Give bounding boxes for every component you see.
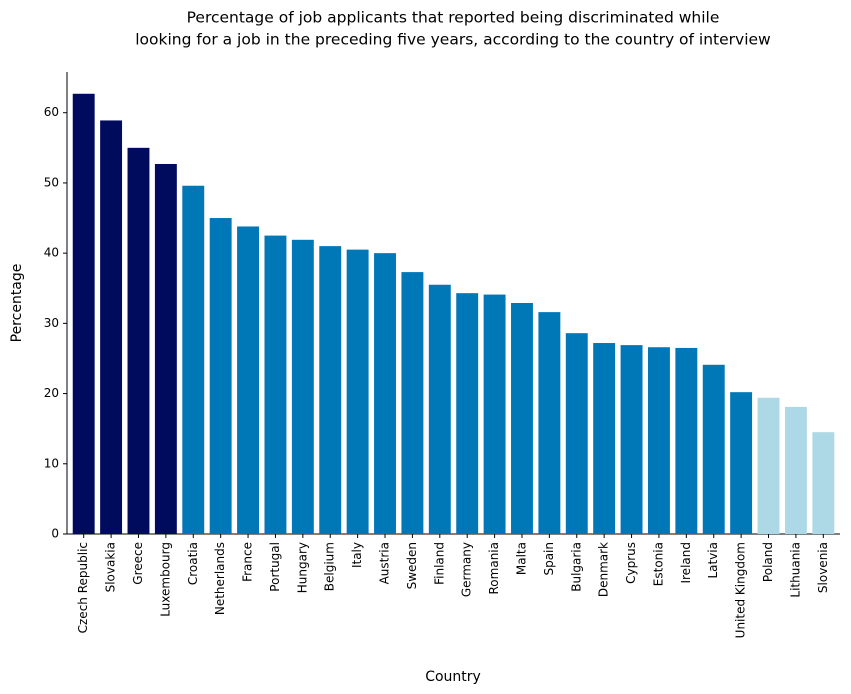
bar (291, 239, 314, 534)
x-tick-label: Croatia (186, 542, 200, 585)
bar (237, 226, 260, 534)
x-tick-label: Cyprus (624, 542, 638, 584)
x-tick-label: Portugal (268, 542, 282, 592)
x-tick-label: Luxembourg (158, 542, 172, 617)
y-axis-label: Percentage (9, 264, 25, 343)
bar (784, 406, 807, 534)
bar (401, 272, 424, 534)
x-tick-label: Denmark (597, 542, 611, 597)
x-tick-label: Czech Republic (76, 542, 90, 633)
bar (264, 235, 287, 534)
chart-title: Percentage of job applicants that report… (187, 9, 720, 27)
y-tick-label: 60 (44, 105, 59, 119)
x-tick-label: Romania (487, 542, 501, 594)
y-tick-label: 40 (44, 246, 59, 260)
chart-title: looking for a job in the preceding five … (135, 31, 771, 49)
x-tick-label: Spain (542, 542, 556, 576)
bar (812, 432, 835, 534)
x-tick-label: Poland (761, 542, 775, 582)
x-tick-label: Sweden (405, 542, 419, 589)
bar (182, 185, 205, 534)
bar (511, 303, 533, 534)
bar (675, 347, 698, 534)
bar (374, 253, 396, 535)
y-tick-label: 20 (44, 386, 59, 400)
x-tick-label: Italy (350, 542, 364, 568)
bar (428, 284, 451, 534)
x-tick-label: Austria (378, 542, 392, 584)
x-tick-label: Belgium (323, 542, 337, 591)
bar (154, 163, 177, 534)
x-tick-label: Germany (460, 542, 474, 597)
x-tick-label: Hungary (295, 542, 309, 593)
bar (346, 249, 369, 534)
bar (209, 218, 232, 535)
x-tick-label: Bulgaria (569, 542, 583, 592)
y-tick-label: 50 (44, 175, 59, 189)
bar (127, 147, 150, 535)
x-tick-label: United Kingdom (734, 542, 748, 638)
y-tick-label: 10 (44, 456, 59, 470)
x-tick-label: Finland (432, 542, 446, 585)
y-tick-label: 0 (51, 527, 59, 541)
x-tick-label: Slovenia (816, 542, 830, 593)
x-tick-label: Ireland (679, 542, 693, 584)
bar (100, 120, 123, 534)
bar (319, 246, 342, 534)
bar (565, 333, 588, 534)
bar (620, 345, 643, 534)
x-tick-label: Netherlands (213, 542, 227, 615)
x-tick-label: Latvia (706, 542, 720, 579)
bar (730, 392, 753, 534)
y-tick-label: 30 (44, 316, 59, 330)
bar (702, 364, 725, 534)
x-tick-label: Lithuania (788, 542, 802, 598)
x-tick-label: Estonia (651, 542, 665, 586)
bar (538, 312, 561, 534)
x-tick-label: Slovakia (104, 542, 118, 592)
x-tick-label: Malta (514, 542, 528, 575)
bar (483, 294, 506, 534)
bar (757, 397, 780, 534)
x-tick-label: Greece (131, 542, 145, 585)
x-axis-label: Country (425, 669, 481, 685)
x-tick-label: France (241, 542, 255, 582)
bar (456, 293, 479, 534)
bar (647, 347, 670, 534)
bar (593, 343, 616, 534)
bar (72, 93, 95, 534)
